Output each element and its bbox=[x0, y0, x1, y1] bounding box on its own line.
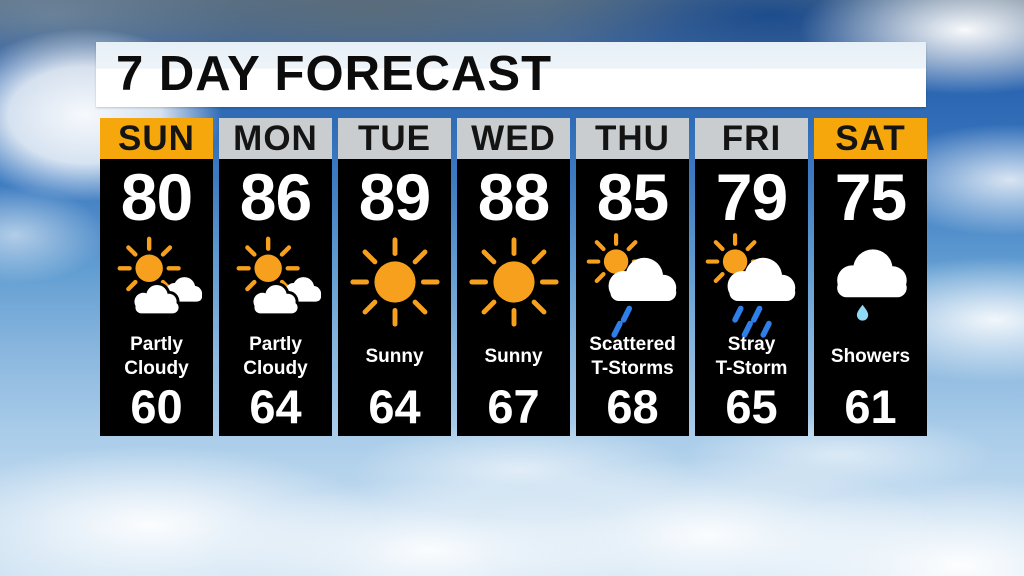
low-temp: 68 bbox=[606, 379, 659, 433]
low-temp: 65 bbox=[725, 379, 778, 433]
day-body: 80 Partly Cloudy 60 bbox=[100, 159, 213, 436]
high-temp: 89 bbox=[358, 160, 431, 234]
day-label: MON bbox=[233, 119, 318, 158]
day-column-wed: WED 88 Sunny 67 bbox=[457, 118, 570, 436]
condition-text: Partly Cloudy bbox=[124, 334, 189, 379]
sunny-icon bbox=[465, 233, 563, 331]
weather-icon-box bbox=[824, 233, 918, 333]
day-header: MON bbox=[219, 118, 332, 159]
day-body: 79 Stray T-Storm 65 bbox=[695, 159, 808, 436]
high-temp: 86 bbox=[239, 160, 312, 234]
partly-cloudy-icon bbox=[108, 233, 206, 331]
day-column-tue: TUE 89 Sunny 64 bbox=[338, 118, 451, 436]
low-temp: 67 bbox=[487, 379, 540, 433]
high-temp: 85 bbox=[596, 160, 669, 234]
day-header: TUE bbox=[338, 118, 451, 159]
condition-text: Showers bbox=[830, 346, 911, 368]
day-column-thu: THU 85 Scattered T-Storms 68 bbox=[576, 118, 689, 436]
day-label: SUN bbox=[118, 119, 195, 158]
day-column-sun: SUN 80 Partly Cloudy 60 bbox=[100, 118, 213, 436]
high-temp: 88 bbox=[477, 160, 550, 234]
low-temp: 64 bbox=[249, 379, 302, 433]
day-label: WED bbox=[471, 119, 556, 158]
day-body: 85 Scattered T-Storms 68 bbox=[576, 159, 689, 436]
condition-text: Sunny bbox=[484, 346, 543, 368]
day-column-mon: MON 86 Partly Cloudy 64 bbox=[219, 118, 332, 436]
stray-tstorm-icon bbox=[705, 233, 799, 339]
day-header: WED bbox=[457, 118, 570, 159]
day-header: SUN bbox=[100, 118, 213, 159]
low-temp: 60 bbox=[130, 379, 183, 433]
high-temp: 75 bbox=[834, 160, 907, 234]
weather-icon-box bbox=[465, 233, 563, 333]
condition-text: Stray T-Storm bbox=[715, 334, 788, 379]
day-body: 89 Sunny 64 bbox=[338, 159, 451, 436]
high-temp: 80 bbox=[120, 160, 193, 234]
scattered-tstorms-icon bbox=[586, 233, 680, 339]
day-label: TUE bbox=[358, 119, 431, 158]
day-column-sat: SAT 75 Showers 61 bbox=[814, 118, 927, 436]
weather-icon-box bbox=[108, 233, 206, 333]
forecast-banner: 7 DAY FORECAST bbox=[96, 42, 926, 107]
day-label: FRI bbox=[721, 119, 782, 158]
day-header: SAT bbox=[814, 118, 927, 159]
forecast-row: SUN 80 Partly Cloudy 60 MON 86 bbox=[100, 118, 927, 436]
day-header: FRI bbox=[695, 118, 808, 159]
condition-text: Scattered T-Storms bbox=[589, 334, 676, 379]
day-body: 86 Partly Cloudy 64 bbox=[219, 159, 332, 436]
day-body: 88 Sunny 67 bbox=[457, 159, 570, 436]
weather-icon-box bbox=[346, 233, 444, 333]
high-temp: 79 bbox=[715, 160, 788, 234]
low-temp: 64 bbox=[368, 379, 421, 433]
low-temp: 61 bbox=[844, 379, 897, 433]
banner-title: 7 DAY FORECAST bbox=[116, 47, 553, 101]
partly-cloudy-icon bbox=[227, 233, 325, 331]
weather-icon-box bbox=[705, 233, 799, 333]
day-label: SAT bbox=[835, 119, 906, 158]
weather-icon-box bbox=[227, 233, 325, 333]
weather-icon-box bbox=[586, 233, 680, 333]
day-body: 75 Showers 61 bbox=[814, 159, 927, 436]
showers-icon bbox=[836, 249, 907, 321]
condition-text: Sunny bbox=[365, 346, 424, 368]
condition-text: Partly Cloudy bbox=[243, 334, 308, 379]
day-header: THU bbox=[576, 118, 689, 159]
sunny-icon bbox=[346, 233, 444, 331]
day-label: THU bbox=[595, 119, 670, 158]
day-column-fri: FRI 79 Stray T-Storm 65 bbox=[695, 118, 808, 436]
